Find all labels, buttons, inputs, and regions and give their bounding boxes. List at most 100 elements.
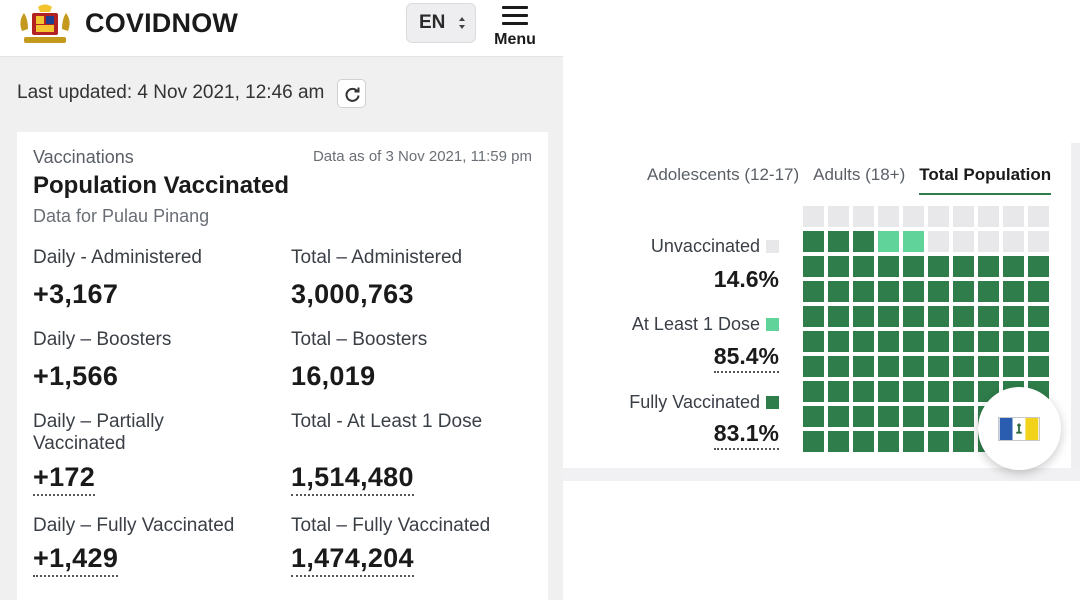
waffle-cell: [1028, 281, 1049, 302]
legend-pct-unvaccinated: 14.6%: [713, 266, 779, 292]
waffle-cell: [878, 231, 899, 252]
waffle-cell: [978, 331, 999, 352]
waffle-cell: [803, 331, 824, 352]
waffle-cell: [978, 256, 999, 277]
card-category: Vaccinations: [33, 147, 134, 167]
waffle-cell: [1028, 331, 1049, 352]
state-selector-button[interactable]: [978, 387, 1061, 470]
last-updated-text: Last updated: 4 Nov 2021, 12:46 am: [17, 82, 325, 103]
stat-total-fully-vaccinated: Total – Fully Vaccinated 1,474,204: [291, 515, 521, 577]
stat-total-at-least-1-dose: Total - At Least 1 Dose 1,514,480: [291, 411, 521, 496]
waffle-cell: [828, 206, 849, 227]
legend-label: Fully Vaccinated: [629, 392, 760, 412]
waffle-cell: [1028, 356, 1049, 377]
waffle-cell: [828, 281, 849, 302]
stat-label: Total - At Least 1 Dose: [291, 411, 483, 432]
legend-swatch: [766, 318, 779, 331]
waffle-cell: [953, 256, 974, 277]
waffle-cell: [878, 431, 899, 452]
waffle-cell: [803, 281, 824, 302]
waffle-cell: [903, 306, 924, 327]
population-tabs: Adolescents (12-17) Adults (18+) Total P…: [647, 165, 1065, 195]
brand-title[interactable]: COVIDNOW: [85, 8, 239, 38]
waffle-cell: [953, 331, 974, 352]
waffle-cell: [878, 381, 899, 402]
waffle-cell: [1003, 281, 1024, 302]
waffle-cell: [1028, 231, 1049, 252]
waffle-cell: [903, 206, 924, 227]
waffle-cell: [853, 356, 874, 377]
stat-value[interactable]: +172: [33, 462, 96, 496]
stat-total-administered: Total – Administered 3,000,763: [291, 247, 521, 309]
tab-total-population[interactable]: Total Population: [919, 165, 1052, 195]
waffle-cell: [803, 381, 824, 402]
stat-label: Daily – Fully Vaccinated: [33, 515, 235, 536]
stat-daily-administered: Daily - Administered +3,167: [33, 247, 263, 309]
waffle-cell: [953, 206, 974, 227]
waffle-cell: [828, 306, 849, 327]
data-as-of: Data as of 3 Nov 2021, 11:59 pm: [312, 148, 532, 165]
waffle-cell: [928, 206, 949, 227]
waffle-cell: [878, 306, 899, 327]
waffle-cell: [1028, 306, 1049, 327]
waffle-cell: [853, 381, 874, 402]
waffle-cell: [928, 281, 949, 302]
refresh-button[interactable]: [337, 79, 366, 108]
language-select[interactable]: EN: [406, 3, 476, 43]
waffle-cell: [803, 431, 824, 452]
menu-button[interactable]: Menu: [490, 4, 540, 52]
waffle-cell: [928, 381, 949, 402]
waffle-cell: [803, 406, 824, 427]
waffle-cell: [928, 306, 949, 327]
stat-value: 16,019: [291, 361, 376, 391]
waffle-cell: [928, 256, 949, 277]
waffle-cell: [903, 356, 924, 377]
waffle-cell: [903, 381, 924, 402]
waffle-cell: [853, 406, 874, 427]
waffle-cell: [928, 331, 949, 352]
waffle-cell: [953, 431, 974, 452]
waffle-cell: [878, 206, 899, 227]
stat-total-boosters: Total – Boosters 16,019: [291, 329, 521, 391]
legend-pct-fully-vaccinated[interactable]: 83.1%: [713, 420, 779, 450]
waffle-cell: [853, 431, 874, 452]
tab-adolescents[interactable]: Adolescents (12-17): [647, 165, 800, 184]
stat-daily-boosters: Daily – Boosters +1,566: [33, 329, 263, 391]
waffle-cell: [978, 281, 999, 302]
stat-value: 3,000,763: [291, 279, 414, 309]
waffle-cell: [853, 256, 874, 277]
waffle-cell: [1003, 356, 1024, 377]
waffle-cell: [828, 381, 849, 402]
waffle-cell: [1028, 256, 1049, 277]
waffle-cell: [878, 356, 899, 377]
waffle-cell: [903, 231, 924, 252]
legend-pct-at-least-1-dose[interactable]: 85.4%: [713, 343, 779, 373]
stat-value[interactable]: 1,474,204: [291, 543, 414, 577]
stat-daily-partially-vaccinated: Daily – Partially Vaccinated +172: [33, 411, 233, 496]
legend-label: At Least 1 Dose: [631, 314, 760, 334]
stat-value[interactable]: 1,514,480: [291, 462, 414, 496]
penang-flag-icon: [998, 417, 1040, 441]
stat-value[interactable]: +1,429: [33, 543, 119, 577]
refresh-icon: [345, 87, 360, 102]
card-title: Population Vaccinated: [33, 172, 290, 199]
waffle-cell: [803, 231, 824, 252]
waffle-cell: [853, 281, 874, 302]
waffle-cell: [903, 331, 924, 352]
stat-value: +1,566: [33, 361, 119, 391]
stat-label: Daily – Boosters: [33, 329, 172, 350]
malaysia-coat-of-arms-logo[interactable]: [14, 3, 76, 47]
waffle-cell: [953, 306, 974, 327]
tab-adults[interactable]: Adults (18+): [813, 165, 906, 184]
waffle-cell: [803, 256, 824, 277]
legend-fully-vaccinated: Fully Vaccinated: [629, 392, 779, 413]
waffle-cell: [953, 281, 974, 302]
waffle-cell: [903, 281, 924, 302]
card-subtitle: Data for Pulau Pinang: [33, 206, 210, 226]
waffle-cell: [878, 281, 899, 302]
waffle-cell: [953, 231, 974, 252]
stat-value: +3,167: [33, 279, 119, 309]
waffle-cell: [853, 231, 874, 252]
waffle-cell: [928, 431, 949, 452]
waffle-cell: [828, 431, 849, 452]
